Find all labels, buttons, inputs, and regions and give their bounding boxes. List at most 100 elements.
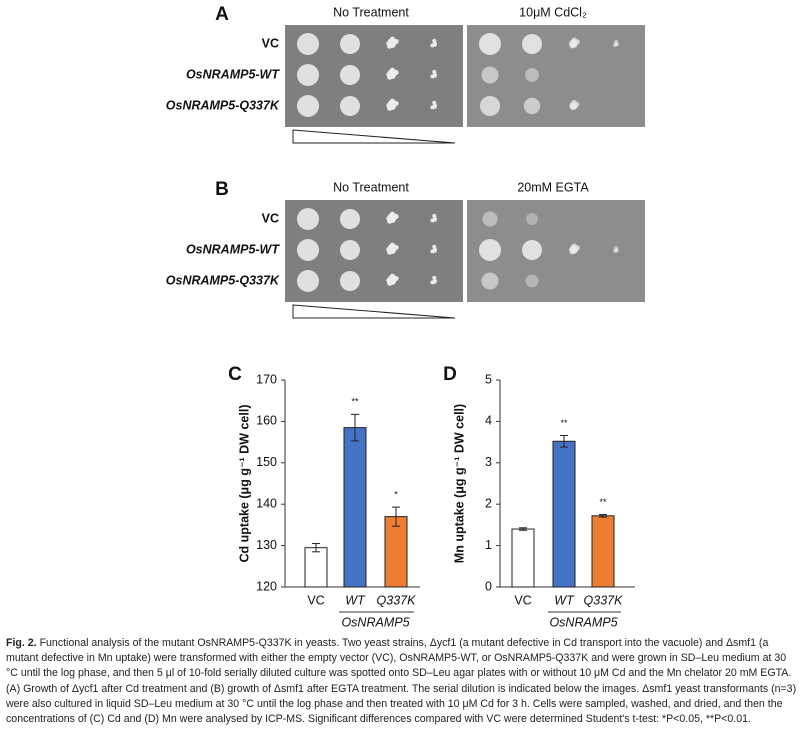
row-label: OsNRAMP5-Q337K	[166, 273, 280, 287]
figure: A No Treatment 10μM CdCl₂ VC OsNRAMP5-WT OsNR…	[166, 4, 645, 629]
colony-dot	[389, 279, 395, 286]
row-label: OsNRAMP5-Q337K	[166, 98, 280, 112]
colony-dot	[387, 69, 394, 75]
colony-dot	[432, 213, 437, 218]
bar	[384, 516, 408, 588]
significance-label: **	[351, 397, 359, 407]
y-tick-label: 130	[256, 538, 277, 552]
colony-spot	[340, 65, 360, 85]
colony-dot	[387, 275, 394, 281]
colony-dot	[614, 248, 619, 253]
y-axis-label: Cd uptake (μg g⁻¹ DW cell)	[237, 405, 251, 563]
panel-label: C	[228, 364, 242, 385]
y-tick-label: 140	[256, 496, 277, 510]
row-label: VC	[262, 211, 279, 225]
colony-dot	[432, 42, 437, 47]
colony-dot	[614, 42, 619, 47]
significance-label: **	[560, 418, 568, 428]
caption: Fig. 2. Functional analysis of the mutan…	[6, 636, 798, 727]
colony-dot	[393, 38, 399, 45]
colony-spot	[340, 271, 360, 291]
colony-dot	[574, 245, 580, 251]
colony-spot	[340, 96, 360, 116]
colony-dot	[387, 244, 394, 250]
colony-spot	[340, 34, 360, 54]
row-label: OsNRAMP5-WT	[186, 67, 280, 81]
significance-label: **	[599, 497, 607, 507]
colony-spot	[297, 239, 319, 261]
bar	[511, 528, 535, 588]
x-tick-label: WT	[554, 593, 575, 607]
y-axis-label: Mn uptake (μg g⁻¹ DW cell)	[452, 404, 466, 563]
x-tick-label: Q337K	[584, 593, 624, 607]
colony-spot	[523, 97, 541, 115]
colony-dot	[570, 101, 576, 107]
colony-dot	[389, 217, 395, 224]
colony-spot	[340, 209, 360, 229]
colony-spot	[297, 95, 319, 117]
colony-dot	[570, 245, 576, 251]
y-tick-label: 150	[256, 455, 277, 469]
colony-dot	[393, 244, 399, 251]
colony-spot	[481, 66, 499, 84]
row-label: VC	[262, 36, 279, 50]
colony-dot	[387, 213, 394, 219]
colony-spot	[297, 208, 319, 230]
x-tick-label: WT	[345, 593, 366, 607]
colony-spot	[479, 239, 501, 261]
colony-dot	[432, 248, 437, 253]
y-tick-label: 2	[485, 496, 492, 510]
colony-spot	[479, 33, 501, 55]
y-tick-label: 1	[485, 538, 492, 552]
colony-dot	[393, 100, 399, 107]
colony-dot	[432, 38, 437, 43]
colony-dot	[387, 100, 394, 106]
x-tick-label: Q337K	[377, 593, 417, 607]
dilution-triangle	[292, 129, 456, 144]
colony-spot	[525, 68, 539, 82]
colony-spot	[297, 270, 319, 292]
colony-spot	[479, 95, 501, 117]
bar	[552, 440, 576, 588]
colony-dot	[393, 69, 399, 76]
colony-dot	[574, 39, 580, 45]
dilution-triangle	[292, 304, 456, 319]
panel-label: D	[443, 364, 457, 385]
colony-spot	[340, 240, 360, 260]
colony-spot	[482, 211, 498, 227]
colony-dot	[432, 104, 437, 109]
panel-label: B	[215, 179, 229, 200]
colony-dot	[432, 244, 437, 249]
condition-label: No Treatment	[333, 5, 409, 19]
colony-spot	[297, 64, 319, 86]
bar	[304, 547, 328, 588]
colony-dot	[389, 42, 395, 49]
colony-dot	[432, 73, 437, 78]
group-label: OsNRAMP5	[341, 615, 409, 629]
colony-dot	[432, 275, 437, 280]
colony-dot	[432, 69, 437, 74]
colony-dot	[393, 213, 399, 220]
caption-text: Functional analysis of the mutant OsNRAM…	[6, 637, 797, 726]
x-tick-label: VC	[307, 593, 324, 607]
y-tick-label: 160	[256, 414, 277, 428]
caption-label: Fig. 2.	[6, 637, 37, 649]
significance-label: *	[394, 489, 398, 499]
colony-dot	[393, 275, 399, 282]
colony-dot	[389, 73, 395, 80]
condition-label: 10μM CdCl₂	[519, 5, 587, 19]
y-tick-label: 4	[485, 414, 492, 428]
bar	[343, 427, 367, 588]
y-tick-label: 3	[485, 455, 492, 469]
colony-dot	[432, 217, 437, 222]
bar	[591, 515, 615, 588]
x-tick-label: VC	[514, 593, 531, 607]
colony-spot	[522, 34, 542, 54]
colony-dot	[389, 248, 395, 255]
y-tick-label: 170	[256, 372, 277, 386]
colony-spot	[525, 274, 539, 288]
colony-spot	[522, 240, 542, 260]
colony-dot	[389, 104, 395, 111]
colony-dot	[570, 39, 576, 45]
